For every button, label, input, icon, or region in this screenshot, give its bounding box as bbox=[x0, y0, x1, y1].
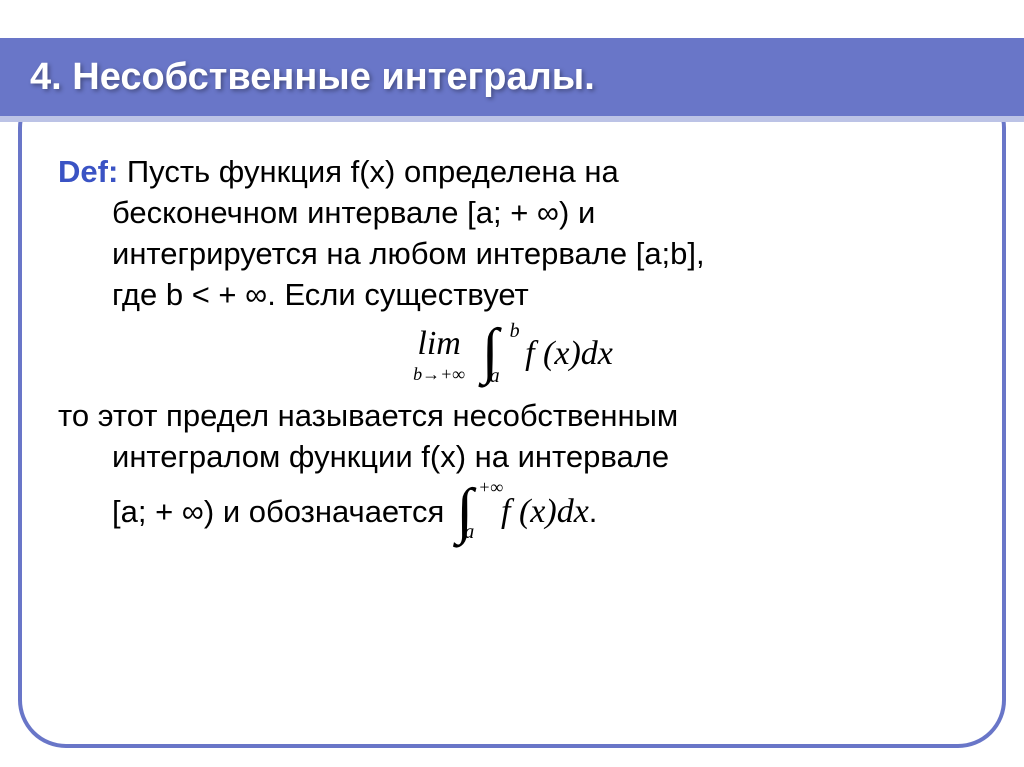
para1-line2: бесконечном интервале [a; + ∞) и bbox=[58, 193, 968, 234]
notation-line: [a; + ∞) и обозначается +∞ ∫ a f (x)dx . bbox=[58, 484, 968, 540]
integral2-lower-bound: a bbox=[464, 519, 474, 545]
conclusion-text: то этот предел называется несобственным … bbox=[58, 396, 968, 478]
definition-text: Def: Пусть функция f(x) определена на бе… bbox=[58, 152, 968, 316]
header-underline bbox=[0, 116, 1024, 122]
lim-subscript: b→+∞ bbox=[413, 363, 465, 387]
integrand2: f (x)dx bbox=[501, 490, 589, 535]
para1-line1: Пусть функция f(x) определена на bbox=[118, 154, 618, 189]
slide-title: 4. Несобственные интегралы. bbox=[30, 56, 595, 99]
integral-lower-bound: a bbox=[490, 363, 500, 389]
para1-line4: где b < + ∞. Если существует bbox=[58, 275, 968, 316]
slide-body: Def: Пусть функция f(x) определена на бе… bbox=[58, 152, 968, 540]
integral2-upper-bound: +∞ bbox=[478, 476, 503, 500]
interval-text: [a; + ∞) и обозначается bbox=[112, 492, 444, 533]
lim-word: lim bbox=[417, 325, 460, 362]
slide-header: 4. Несобственные интегралы. bbox=[0, 38, 1024, 116]
integral-upper-bound: b bbox=[510, 318, 520, 344]
limit-integral-formula: lim b→+∞ b ∫ a f (x)dx bbox=[58, 322, 968, 387]
def-label: Def: bbox=[58, 154, 118, 189]
para2-line2: интегралом функции f(x) на интервале bbox=[58, 437, 968, 478]
period: . bbox=[589, 492, 598, 533]
integral-symbol: b ∫ a bbox=[482, 324, 499, 384]
improper-integral-notation: +∞ ∫ a f (x)dx bbox=[456, 484, 589, 540]
integrand: f (x)dx bbox=[525, 332, 613, 377]
para2-line1: то этот предел называется несобственным bbox=[58, 396, 968, 437]
limit-symbol: lim b→+∞ bbox=[413, 322, 465, 387]
para1-line3: интегрируется на любом интервале [a;b], bbox=[58, 234, 968, 275]
